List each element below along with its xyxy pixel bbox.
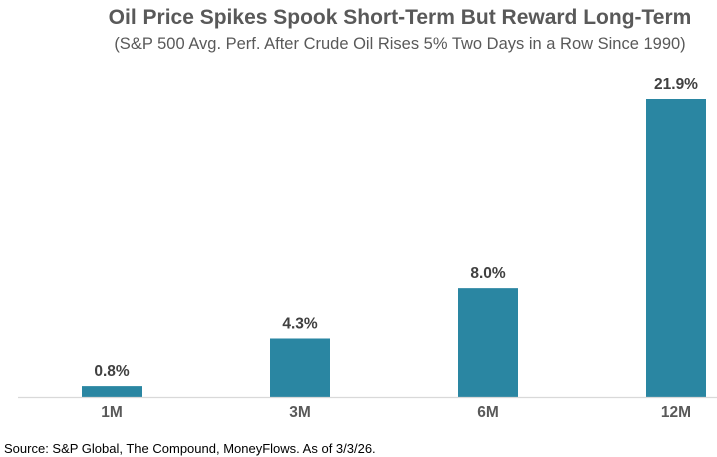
- data-label: 8.0%: [470, 265, 506, 282]
- bar-6M: [458, 288, 518, 397]
- category-label: 3M: [289, 404, 311, 421]
- data-label: 0.8%: [94, 363, 130, 380]
- category-label: 12M: [661, 404, 691, 421]
- data-label: 21.9%: [654, 76, 698, 93]
- bar-3M: [270, 338, 330, 397]
- source-note: Source: S&P Global, The Compound, MoneyF…: [4, 441, 376, 456]
- category-label: 6M: [477, 404, 499, 421]
- bar-1M: [82, 386, 142, 397]
- bar-12M: [646, 99, 706, 397]
- chart-title: Oil Price Spikes Spook Short-Term But Re…: [108, 6, 692, 29]
- chart-subtitle: (S&P 500 Avg. Perf. After Crude Oil Rise…: [114, 35, 686, 53]
- data-label: 4.3%: [282, 315, 318, 332]
- category-label: 1M: [101, 404, 123, 421]
